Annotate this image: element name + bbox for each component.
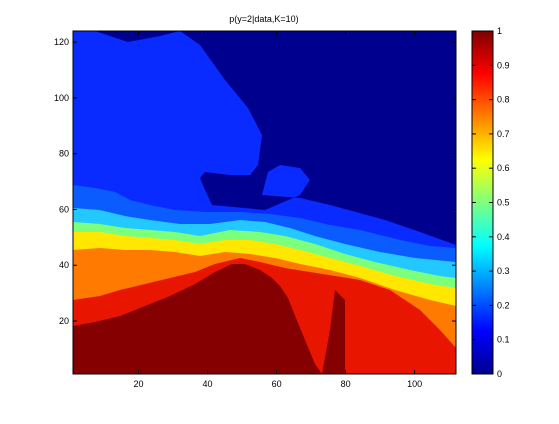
plot-frame (72, 30, 457, 375)
y-tick-label: 100 (54, 93, 69, 103)
x-tick-label: 60 (272, 379, 282, 389)
colorbar-tick-label: 0.7 (497, 129, 510, 139)
x-tick-label: 40 (203, 379, 213, 389)
colorbar-tick-label: 1 (497, 26, 502, 36)
colorbar-tick-label: 0.6 (497, 163, 510, 173)
y-tick-label: 40 (59, 260, 69, 270)
colorbar-tick-label: 0.2 (497, 300, 510, 310)
colorbar-axis: 0 0.1 0.2 0.3 0.4 0.5 0.6 0.7 0.8 0.9 1 (472, 26, 510, 379)
region-dark-red-band (322, 290, 345, 374)
colorbar-tick-label: 0.5 (497, 198, 510, 208)
y-tick-label: 20 (59, 316, 69, 326)
x-axis: 20 40 60 80 100 (134, 31, 422, 389)
y-axis: 20 40 60 80 100 120 (54, 37, 456, 326)
colorbar-tick-label: 0.3 (497, 266, 510, 276)
colorbar-tick-label: 0.4 (497, 232, 510, 242)
colorbar-tick-label: 0.9 (497, 60, 510, 70)
region-dark-red-peak (73, 264, 322, 374)
x-tick-label: 80 (341, 379, 351, 389)
colorbar-tick-label: 0 (497, 369, 502, 379)
y-tick-label: 80 (59, 149, 69, 159)
x-tick-label: 20 (134, 379, 144, 389)
heatmap-cells (73, 31, 456, 374)
x-tick-label: 100 (407, 379, 422, 389)
chart-title: p(y=2|data,K=10) (229, 14, 298, 24)
colorbar-tick-label: 0.8 (497, 95, 510, 105)
colorbar-tick-label: 0.1 (497, 335, 510, 345)
y-tick-label: 120 (54, 37, 69, 47)
y-tick-label: 60 (59, 204, 69, 214)
